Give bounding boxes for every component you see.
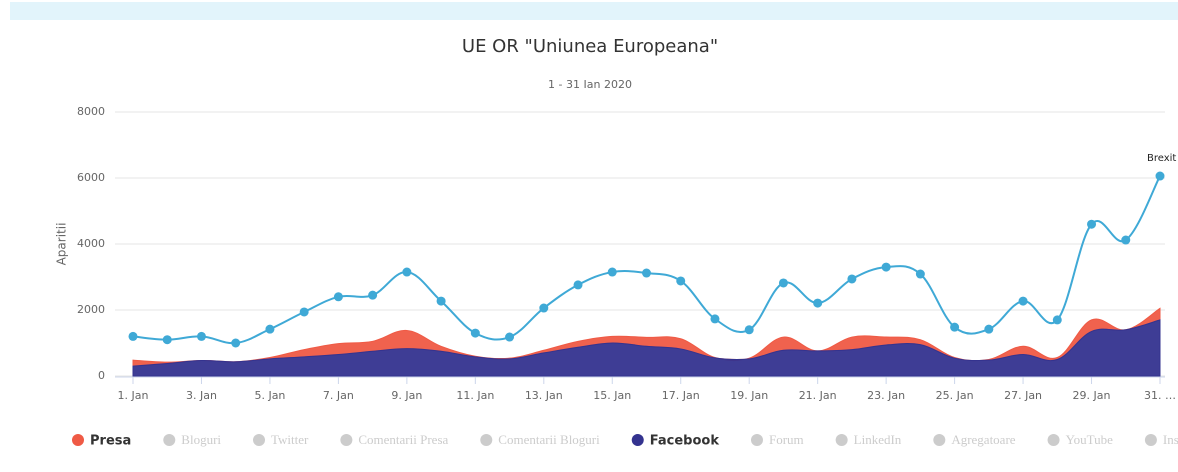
legend-item[interactable]: Instagram: [1144, 432, 1178, 447]
legend-label: Presa: [90, 434, 131, 449]
y-tick-label: 6000: [77, 171, 105, 184]
legend-symbol: [340, 434, 353, 446]
point: [950, 322, 960, 332]
legend-label: Instagram: [1163, 432, 1178, 447]
point: [196, 331, 206, 341]
chart-title: UE OR "Uniunea Europeana": [462, 36, 718, 57]
y-tick-label: 4000: [77, 237, 105, 250]
legend-item[interactable]: Presa: [72, 434, 131, 449]
point: [573, 280, 583, 290]
legend-symbol: [1047, 434, 1060, 446]
legend-item[interactable]: Bloguri: [163, 432, 221, 447]
point: [676, 276, 686, 286]
legend-label: LinkedIn: [854, 432, 902, 447]
point: [642, 268, 651, 278]
point: [847, 274, 857, 284]
point: [984, 324, 994, 334]
legend-item[interactable]: LinkedIn: [835, 432, 902, 447]
point: [539, 303, 549, 313]
legend-item[interactable]: Comentarii Presa: [340, 432, 449, 447]
x-tick-label: 5. Jan: [254, 389, 285, 402]
point: [881, 262, 891, 272]
point: [710, 314, 720, 324]
legend-item[interactable]: Agregatoare: [933, 432, 1016, 447]
legend-label: Comentarii Bloguri: [498, 432, 600, 447]
point: [333, 292, 343, 302]
series-line: [132, 175, 1161, 345]
legend-label: Comentarii Presa: [358, 432, 448, 447]
x-tick-label: 11. Jan: [456, 389, 494, 402]
point: [1052, 315, 1062, 325]
point: [436, 296, 446, 306]
point: [1087, 219, 1097, 229]
legend-symbol: [480, 434, 493, 446]
legend-symbol: [1144, 434, 1157, 446]
chart-subtitle: 1 - 31 Ian 2020: [548, 78, 632, 91]
legend-symbol: [835, 434, 848, 446]
x-tick-label: 13. Jan: [525, 389, 563, 402]
legend-symbol: [750, 434, 763, 446]
point: [470, 328, 480, 338]
point: [778, 278, 788, 288]
x-tick-label: 9. Jan: [391, 389, 422, 402]
legend-symbol: [253, 434, 266, 446]
legend-item[interactable]: Forum: [750, 432, 804, 447]
legend-item[interactable]: Twitter: [253, 432, 309, 447]
legend-symbol: [933, 434, 946, 446]
point: [231, 338, 241, 348]
point: [915, 269, 925, 279]
x-tick-label: 15. Jan: [593, 389, 631, 402]
point: [368, 290, 378, 300]
legend-symbol: [631, 434, 644, 446]
point: [505, 332, 515, 342]
y-axis-label: Aparitii: [55, 223, 69, 266]
legend-label: Facebook: [650, 434, 720, 449]
point: [402, 267, 412, 277]
x-tick-label: 27. Jan: [1004, 389, 1042, 402]
legend-symbol: [72, 434, 84, 446]
legend-label: Bloguri: [181, 432, 221, 447]
point: [607, 267, 617, 277]
x-tick-label: 19. Jan: [730, 389, 768, 402]
x-tick-label: 31. …: [1144, 389, 1176, 402]
legend-item[interactable]: YouTube: [1047, 432, 1114, 447]
x-tick-label: 1. Jan: [118, 389, 149, 402]
x-tick-label: 7. Jan: [323, 389, 354, 402]
point: [162, 335, 172, 345]
x-tick-label: 3. Jan: [186, 389, 217, 402]
annotation: Brexit: [1147, 153, 1176, 164]
x-tick-label: 21. Jan: [799, 389, 837, 402]
legend-item[interactable]: Facebook: [631, 434, 720, 449]
y-tick-label: 0: [98, 369, 105, 382]
legend-label: Twitter: [271, 432, 309, 447]
legend-label: Forum: [769, 432, 804, 447]
legend-item[interactable]: Comentarii Bloguri: [480, 432, 600, 447]
point: [265, 324, 275, 334]
legend-symbol: [163, 434, 176, 446]
point: [1155, 171, 1165, 181]
legend-label: YouTube: [1066, 432, 1114, 447]
series-area: [132, 319, 1161, 377]
x-tick-label: 25. Jan: [936, 389, 974, 402]
point: [813, 298, 823, 308]
point: [1018, 296, 1028, 306]
point: [128, 331, 138, 341]
top-bar: [10, 2, 1178, 20]
y-tick-label: 8000: [77, 105, 105, 118]
x-tick-label: 29. Jan: [1073, 389, 1111, 402]
point: [744, 325, 754, 335]
y-tick-label: 2000: [77, 303, 105, 316]
x-tick-label: 17. Jan: [662, 389, 700, 402]
x-tick-label: 23. Jan: [867, 389, 905, 402]
point: [299, 307, 309, 317]
legend-label: Agregatoare: [951, 432, 1015, 447]
point: [1121, 235, 1131, 245]
